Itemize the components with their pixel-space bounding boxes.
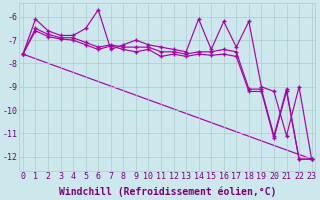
X-axis label: Windchill (Refroidissement éolien,°C): Windchill (Refroidissement éolien,°C) <box>59 187 276 197</box>
